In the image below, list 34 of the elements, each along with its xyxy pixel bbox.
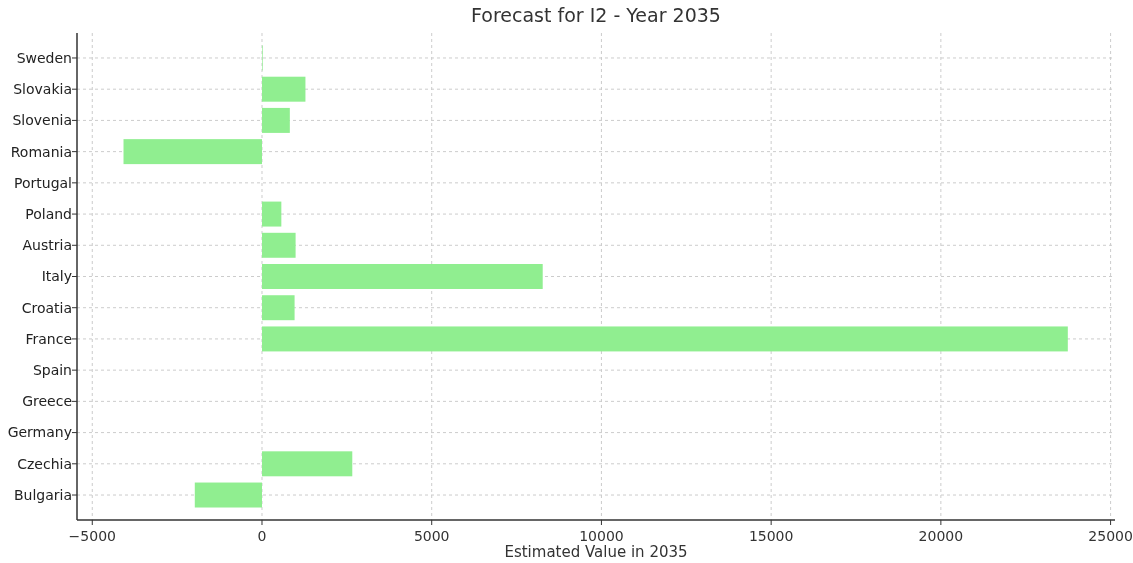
y-tick-label: Romania — [10, 143, 72, 160]
x-tick-label: 15000 — [748, 528, 794, 544]
y-tick-label: Italy — [41, 268, 72, 285]
y-tick-label: Poland — [25, 205, 72, 222]
x-tick-label: 20000 — [918, 528, 964, 544]
bar — [261, 76, 306, 102]
y-tick-label: Czechia — [17, 455, 72, 472]
x-tick-label: 25000 — [1088, 528, 1133, 544]
bar — [261, 107, 290, 133]
bar — [261, 232, 296, 258]
x-axis-title: Estimated Value in 2035 — [504, 543, 688, 561]
bar — [123, 139, 262, 165]
bar — [194, 482, 262, 508]
bar — [261, 201, 282, 227]
y-tick-label: Germany — [7, 424, 72, 441]
x-tick-label: 5000 — [413, 528, 450, 544]
y-tick-label: Austria — [22, 237, 72, 254]
bar — [261, 326, 1068, 352]
y-tick-label: France — [25, 330, 72, 347]
x-tick-label: 10000 — [579, 528, 624, 544]
bar — [261, 264, 543, 289]
x-tick-label: −5000 — [68, 528, 116, 544]
bar — [261, 295, 295, 321]
y-tick-label: Croatia — [21, 299, 72, 316]
chart-title: Forecast for I2 - Year 2035 — [471, 4, 721, 26]
bar — [261, 451, 353, 477]
y-tick-label: Greece — [22, 393, 72, 410]
y-tick-label: Sweden — [16, 49, 72, 66]
y-tick-label: Spain — [32, 362, 72, 379]
y-tick-label: Bulgaria — [13, 486, 72, 503]
y-tick-label: Slovenia — [12, 112, 72, 129]
y-tick-label: Portugal — [14, 174, 72, 191]
y-tick-label: Slovakia — [13, 81, 72, 98]
x-tick-label: 0 — [257, 528, 267, 544]
